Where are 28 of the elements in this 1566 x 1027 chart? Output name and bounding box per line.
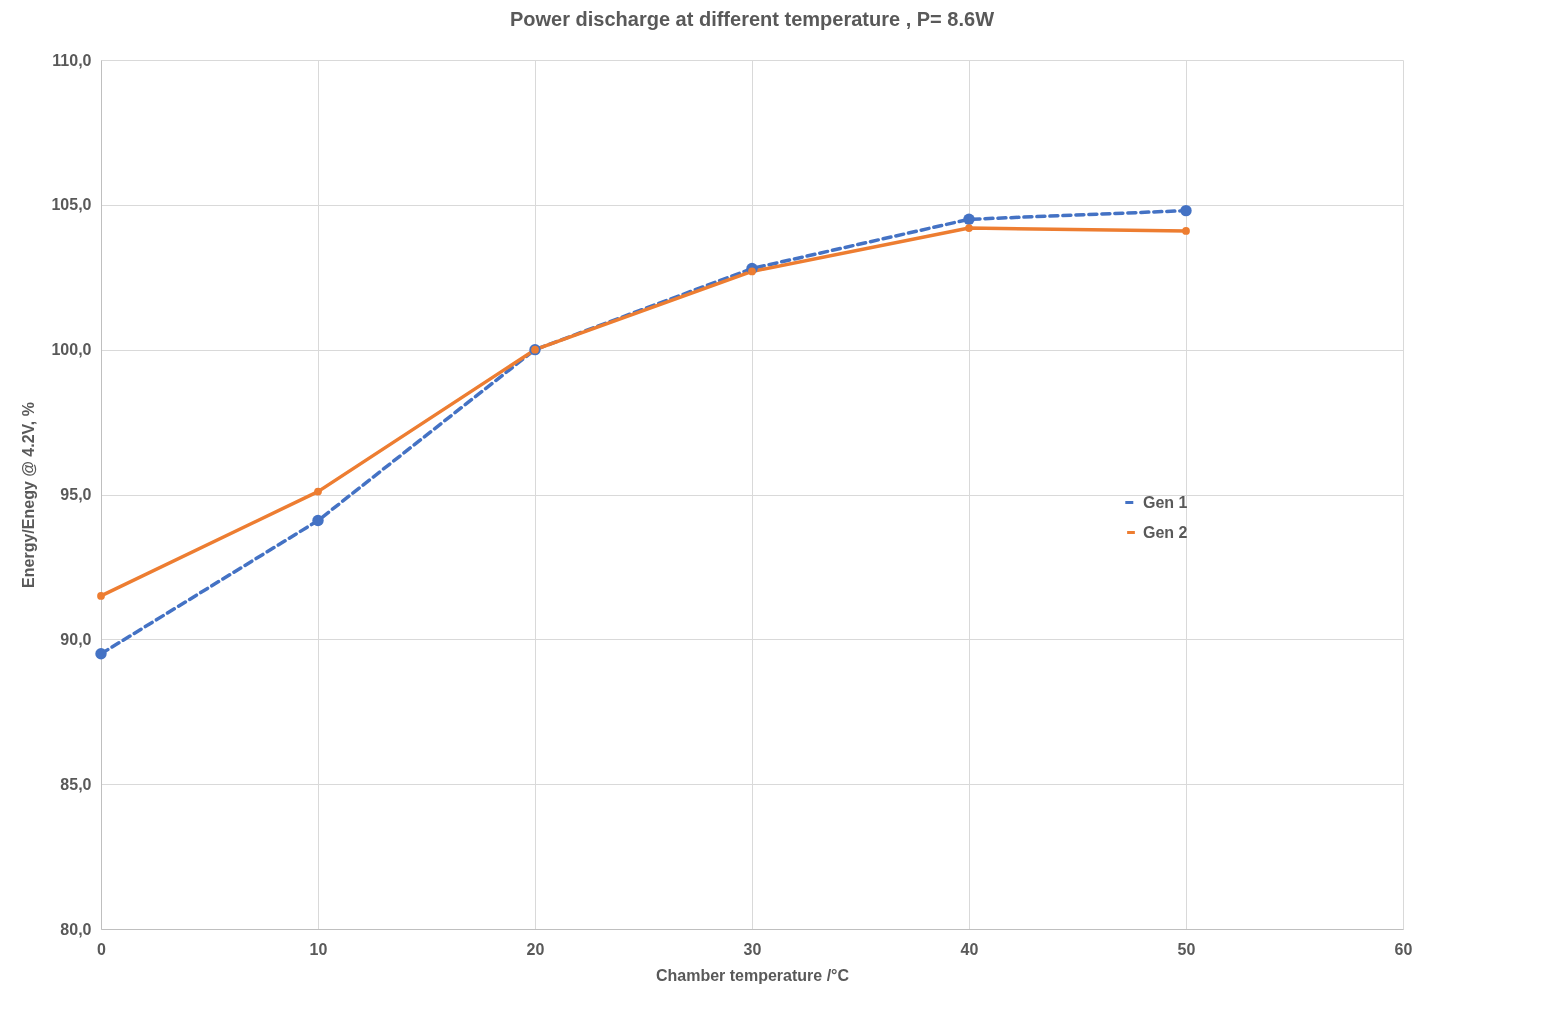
y-axis-title: Energy/Enegy @ 4.2V, % bbox=[20, 402, 38, 588]
x-tick-label: 50 bbox=[1177, 940, 1196, 958]
legend-label: Gen 1 bbox=[1143, 493, 1188, 511]
y-tick-label: 85,0 bbox=[60, 775, 92, 793]
point bbox=[748, 267, 756, 276]
x-tick-label: 0 bbox=[97, 940, 107, 958]
x-axis-title: Chamber temperature /°C bbox=[655, 966, 850, 984]
x-tick-label: 40 bbox=[960, 940, 979, 958]
y-tick-label: 80,0 bbox=[60, 920, 92, 938]
x-tick-label: 20 bbox=[526, 940, 545, 958]
y-tick-label: 110,0 bbox=[52, 51, 92, 69]
point bbox=[95, 648, 107, 660]
point bbox=[314, 487, 322, 496]
chart-title: Power discharge at different temperature , P= 8.6W bbox=[509, 8, 995, 30]
y-tick-label: 90,0 bbox=[60, 630, 92, 648]
point bbox=[97, 592, 105, 600]
x-tick-label: 30 bbox=[743, 940, 762, 958]
point bbox=[312, 514, 324, 527]
y-tick-label: 105,0 bbox=[51, 196, 92, 214]
legend-label: Gen 2 bbox=[1143, 523, 1188, 541]
point bbox=[1182, 227, 1190, 235]
y-tick-label: 100,0 bbox=[51, 341, 92, 359]
point bbox=[963, 213, 975, 226]
x-tick-label: 60 bbox=[1394, 940, 1413, 958]
point bbox=[965, 224, 973, 232]
point bbox=[1180, 204, 1192, 217]
x-tick-label: 10 bbox=[309, 940, 328, 958]
y-tick-label: 95,0 bbox=[60, 486, 92, 503]
